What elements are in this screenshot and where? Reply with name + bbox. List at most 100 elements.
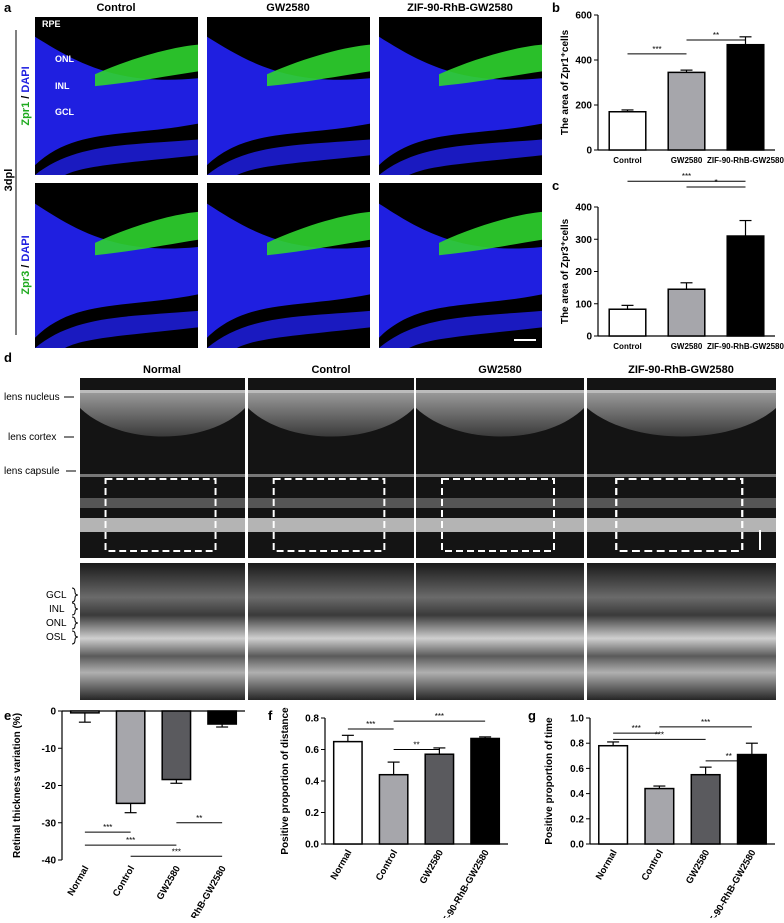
y-axis-label: Retinal thickness variation (%) — [12, 713, 23, 858]
x-tick-label: Control — [613, 342, 641, 351]
retina-label: OSL — [46, 632, 66, 643]
y-tick-label: 100 — [575, 299, 592, 310]
bar — [470, 737, 501, 845]
significance-label: *** — [682, 172, 691, 181]
bar — [115, 710, 146, 805]
significance-label: *** — [655, 730, 664, 739]
y-tick-label: 0.4 — [305, 777, 319, 788]
stain: DAPI — [20, 66, 32, 92]
lens-label: lens nucleus — [4, 392, 60, 403]
x-tick-label: ZIF-90-RhB-GW2580 — [707, 342, 784, 351]
panel-label: g — [528, 708, 536, 723]
bar — [161, 710, 192, 781]
marker: Zpr3 — [20, 271, 32, 295]
panel-label: a — [4, 0, 12, 15]
y-tick-label: 0.4 — [570, 789, 584, 800]
x-tick-label: Control — [640, 848, 666, 883]
x-tick-label: Control — [374, 848, 400, 883]
y-tick-label: 0.0 — [570, 840, 584, 851]
bar — [608, 111, 647, 151]
retina-label: GCL — [46, 590, 67, 601]
separator: / — [20, 96, 32, 99]
x-tick-label: ZIF-90-RhB-GW2580 — [707, 156, 784, 165]
bar — [424, 753, 455, 845]
significance-label: *** — [126, 836, 135, 845]
bar — [736, 753, 767, 845]
y-tick-label: -20 — [42, 781, 57, 792]
layer-label: ONL — [55, 54, 75, 64]
y-tick-label: 0 — [586, 332, 592, 343]
x-tick-label: Control — [613, 156, 641, 165]
x-tick-label: GW2580 — [418, 848, 446, 886]
y-tick-label: 300 — [575, 235, 592, 246]
column-header: ZIF-90-RhB-GW2580 — [628, 364, 734, 376]
layer-label: RPE — [42, 19, 61, 29]
y-tick-label: 0.8 — [570, 739, 584, 750]
panel-label: e — [4, 708, 11, 723]
y-tick-label: 1.0 — [570, 714, 584, 725]
bar-chart: g Positive proportion of time 0.0 0.2 0.4 0.6… — [528, 708, 775, 923]
separator: / — [20, 265, 32, 268]
column-header: GW2580 — [266, 2, 309, 14]
panel-label: d — [4, 350, 12, 365]
bar — [667, 71, 706, 151]
bar — [608, 308, 647, 337]
bar-chart: c The area of Zpr3⁺cells 0 100 200 300 400 Cont… — [552, 172, 784, 351]
row-label: Zpr1 / DAPI — [20, 66, 32, 125]
y-tick-label: 600 — [575, 11, 592, 22]
bar — [332, 740, 363, 845]
marker: Zpr1 — [20, 102, 32, 126]
column-header: Control — [96, 2, 135, 14]
y-axis-label: Positive proportion of distance — [280, 707, 291, 855]
retina-label: ONL — [46, 618, 67, 629]
bar — [726, 43, 765, 151]
column-header: GW2580 — [478, 364, 521, 376]
layer-label: GCL — [55, 107, 75, 117]
y-tick-label: -40 — [42, 856, 57, 867]
x-tick-label: GW2580 — [671, 156, 703, 165]
bar — [69, 710, 100, 714]
significance-label: *** — [632, 724, 641, 733]
column-header: ZIF-90-RhB-GW2580 — [407, 2, 513, 14]
significance-label: *** — [366, 720, 375, 729]
panel-label: f — [268, 708, 273, 723]
significance-label: ** — [726, 752, 732, 761]
significance-label: *** — [435, 712, 444, 721]
stain: DAPI — [20, 235, 32, 261]
y-tick-label: 0.0 — [305, 840, 319, 851]
panel-label: b — [552, 0, 560, 15]
bar — [378, 773, 409, 845]
y-tick-label: 0.6 — [305, 745, 319, 756]
significance-label: *** — [652, 45, 661, 54]
significance-label: *** — [103, 823, 112, 832]
significance-label: ** — [196, 814, 202, 823]
y-tick-label: 0.2 — [305, 808, 319, 819]
x-tick-label: GW2580 — [155, 864, 183, 902]
column-header: Control — [311, 364, 350, 376]
y-tick-label: -30 — [42, 818, 57, 829]
x-tick-label: Normal — [594, 848, 620, 882]
y-axis-label: The area of Zpr3⁺cells — [560, 218, 571, 324]
x-tick-label: Normal — [66, 864, 92, 898]
layer-label: INL — [55, 81, 70, 91]
bar-chart: f Positive proportion of distance 0.0 0.2 0.… — [268, 707, 508, 923]
x-tick-label: Normal — [329, 848, 355, 882]
bar — [726, 235, 765, 337]
significance-label: * — [714, 178, 717, 187]
y-tick-label: 0.2 — [570, 814, 584, 825]
x-tick-label: Control — [111, 864, 137, 899]
layer-braces — [71, 587, 79, 645]
significance-label: *** — [701, 718, 710, 727]
y-tick-label: -10 — [42, 744, 57, 755]
y-axis-label: Positive proportion of time — [544, 717, 555, 845]
y-axis-label: The area of Zpr1⁺cells — [560, 29, 571, 135]
y-tick-label: 0 — [586, 146, 592, 157]
significance-label: ** — [713, 31, 719, 40]
y-tick-label: 0.6 — [570, 764, 584, 775]
bar — [690, 773, 721, 845]
micrographs — [35, 17, 542, 348]
x-tick-label: GW2580 — [684, 848, 712, 886]
lens-label: lens cortex — [8, 432, 56, 443]
group-label: 3dpl — [3, 169, 15, 192]
x-tick-label: ZIF-90-RhB-GW2580 — [174, 864, 229, 918]
